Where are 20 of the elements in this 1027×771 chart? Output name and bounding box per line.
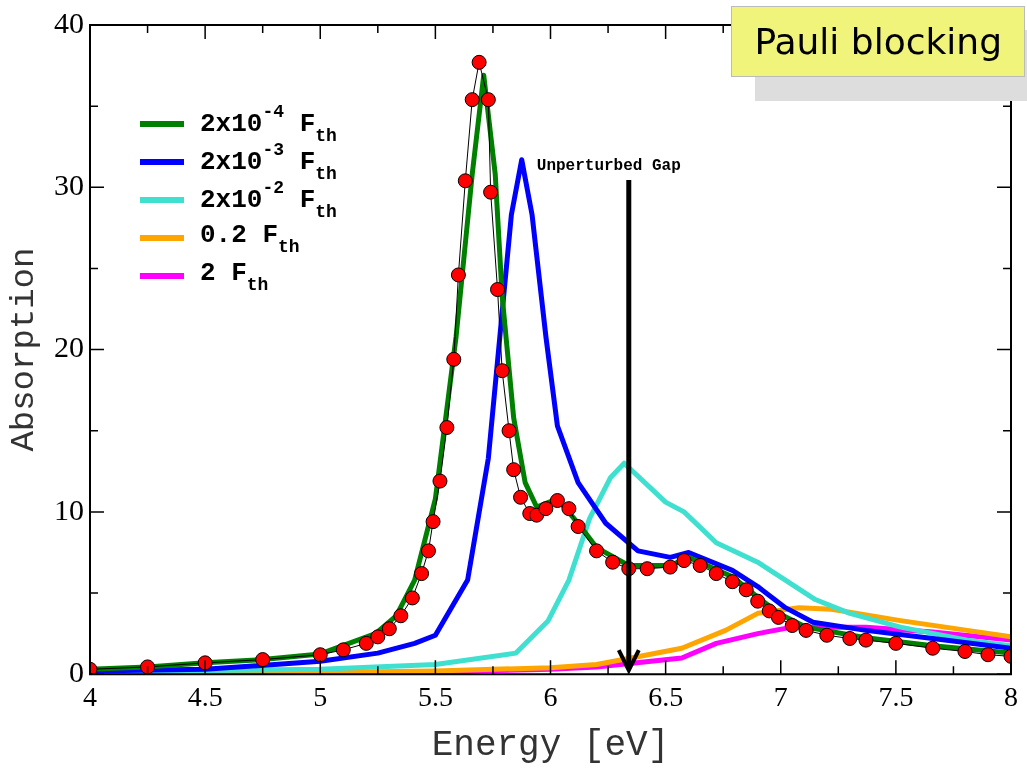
x-tick-label: 8 [1004,681,1018,713]
x-tick-label: 4.5 [187,681,223,713]
x-axis-title: Energy [eV] [431,724,670,766]
y-axis-title: Absorption [5,247,44,452]
x-tick-label: 5.5 [417,681,453,713]
x-tick-label: 4 [83,681,97,713]
y-tick-label: 10 [54,492,84,526]
x-tick-label: 6 [543,681,558,713]
x-tick-label: 7 [773,681,788,713]
y-tick-label: 0 [69,655,84,689]
x-tick-label: 6.5 [648,681,684,713]
annotation: Pauli blocking [731,6,1025,77]
y-tick-label: 20 [54,330,84,364]
legend-label: 0.2 F$_{th}$ [200,219,300,257]
ref-line-label: Unperturbed Gap [536,157,681,176]
y-tick-label: 30 [54,168,84,202]
legend-label: 2 F$_{th}$ [200,257,269,295]
x-tick-label: 5 [313,681,328,713]
x-tick-label: 7.5 [878,681,914,713]
y-tick-label: 40 [54,5,84,39]
